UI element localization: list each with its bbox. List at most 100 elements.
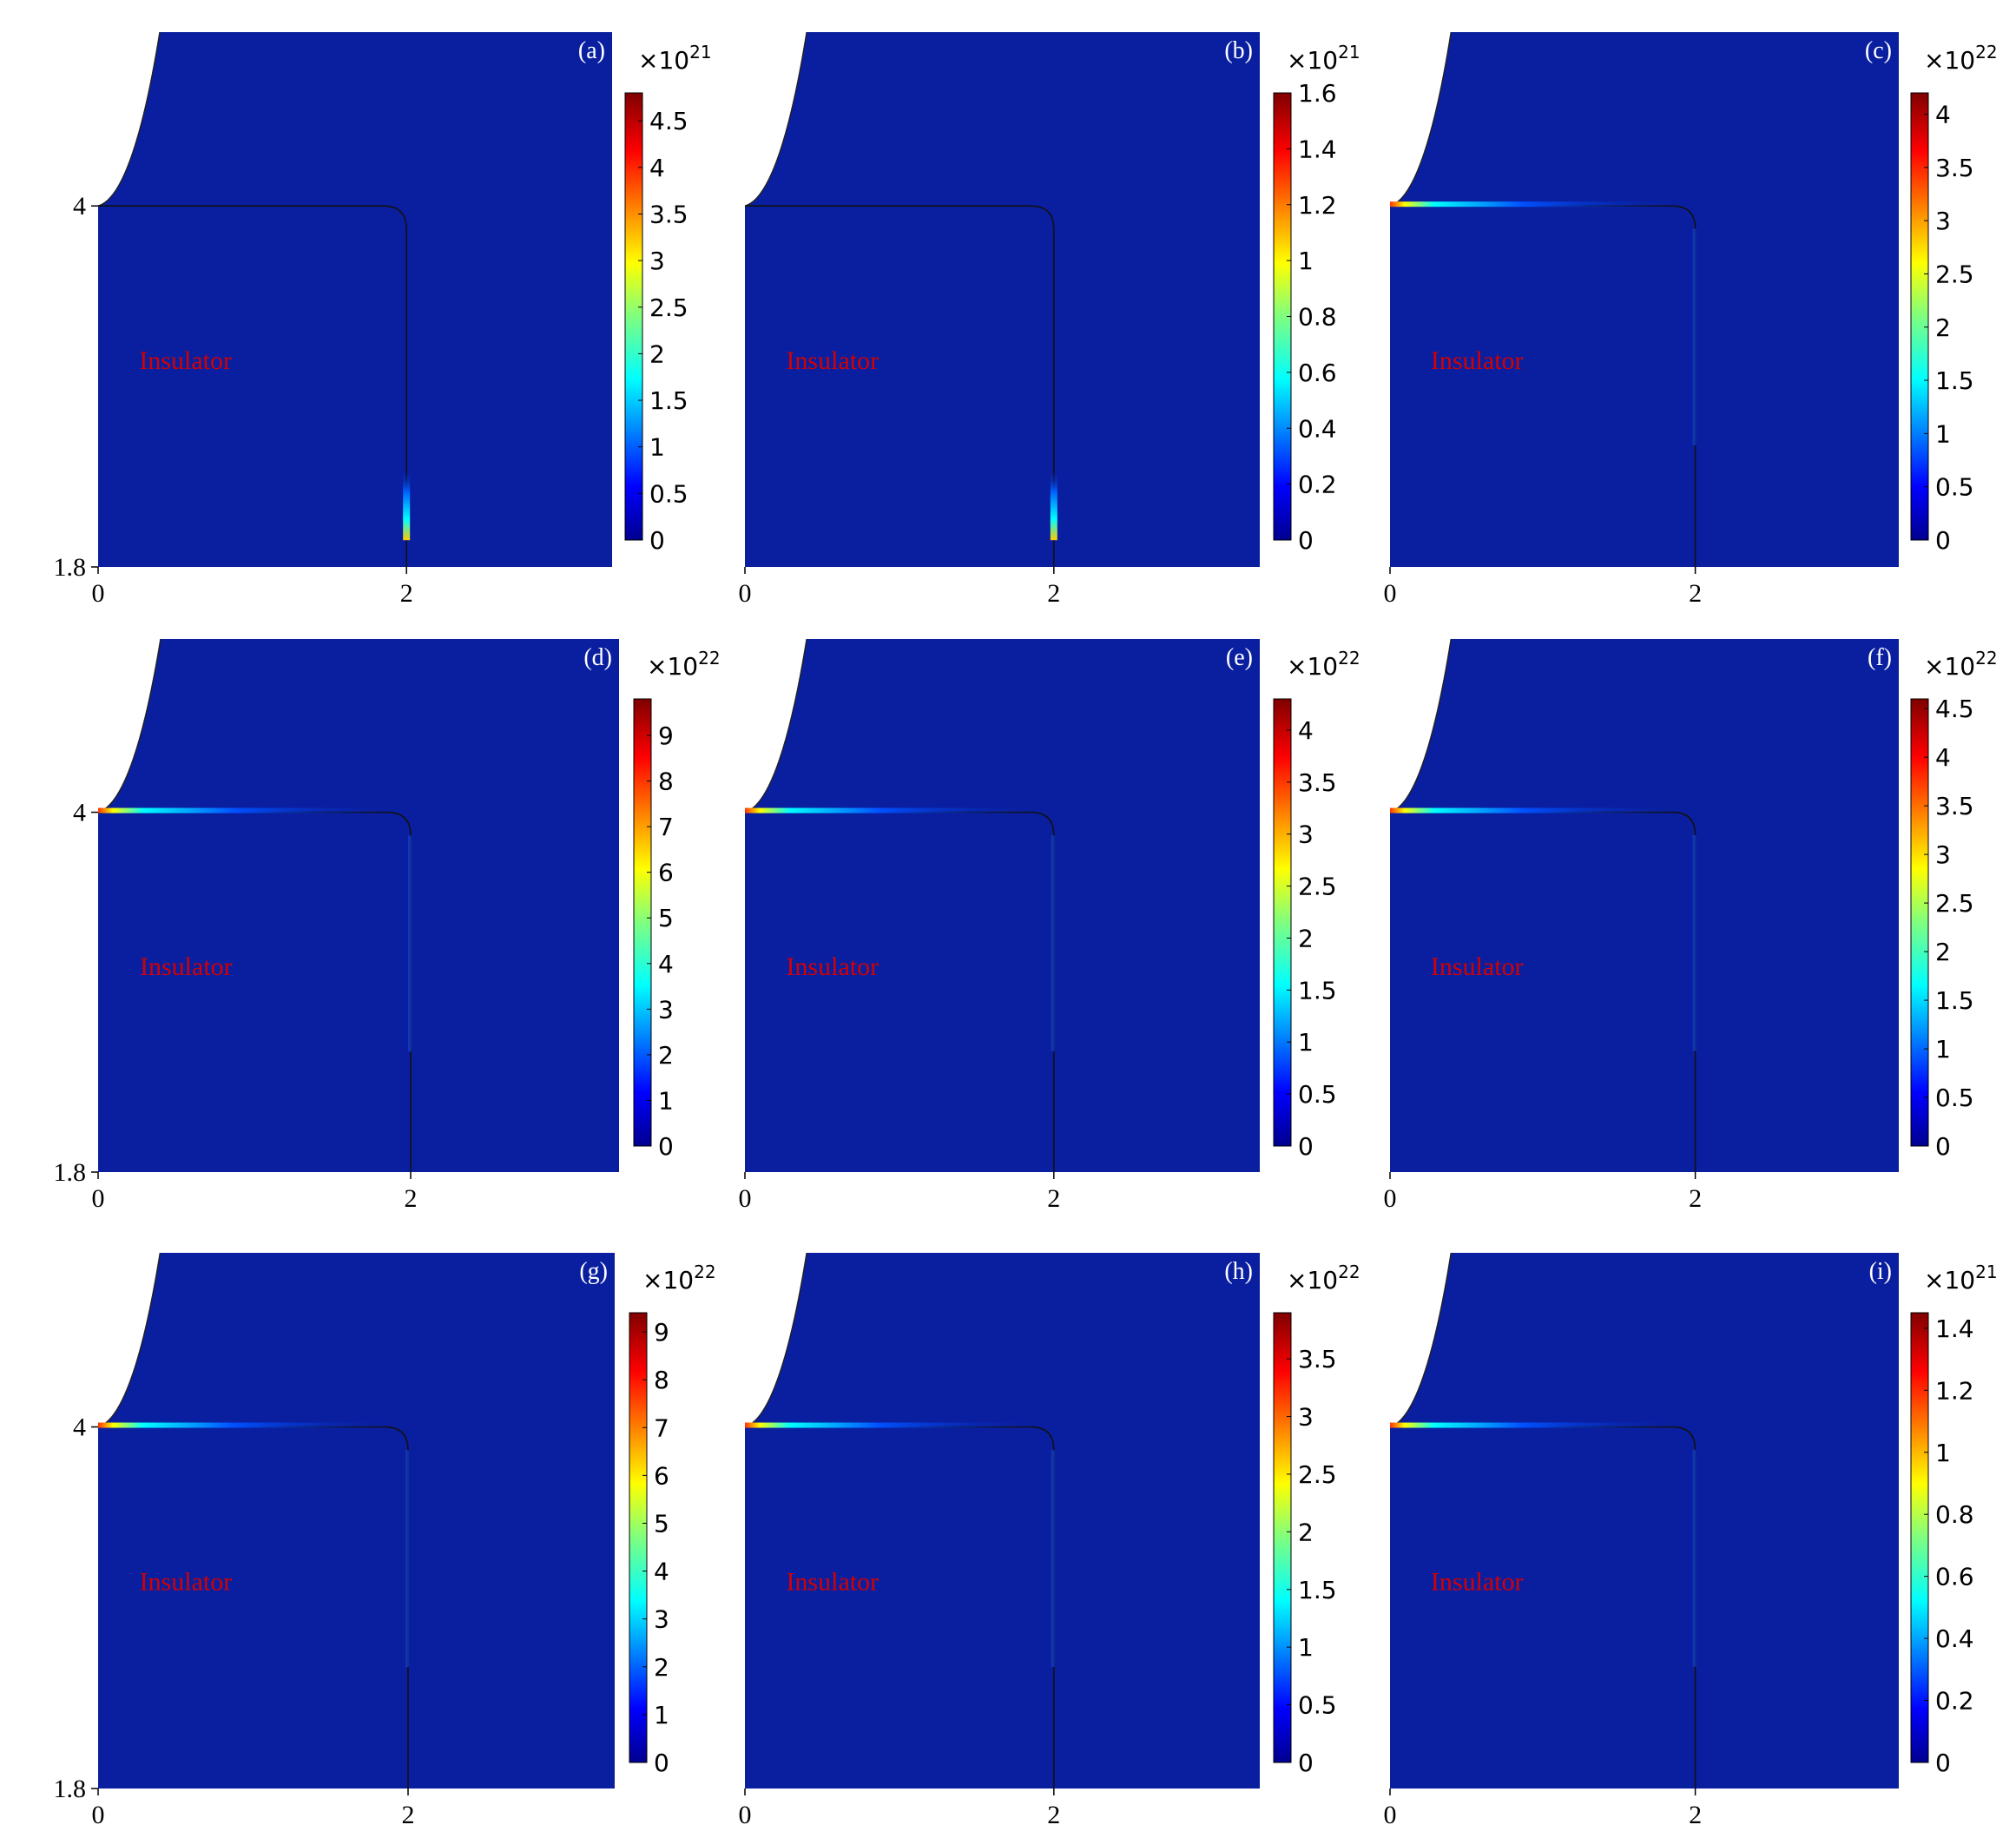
x-tick-label: 2 xyxy=(400,579,413,608)
colorbar-exponent: ×1022 xyxy=(647,648,721,681)
electrode-region xyxy=(98,1253,161,1427)
colorbar-tick-label: 3 xyxy=(649,247,665,275)
hotspot-surface xyxy=(1390,807,1685,814)
colorbar-tick-label: 0.4 xyxy=(1298,414,1337,443)
panel-label: (i) xyxy=(1869,1258,1892,1285)
colorbar-tick-label: 3 xyxy=(1298,820,1314,849)
hotspot-edge xyxy=(1050,471,1057,541)
x-tick-label: 2 xyxy=(1047,1184,1060,1213)
colorbar-frame xyxy=(1273,698,1292,1147)
colorbar xyxy=(1911,93,1928,540)
panel-f: Insulator (f) 0 2 ×1022 0 0.5 1 1.5 2 2.5 3 3.5 4 4.5 xyxy=(1384,638,1998,1213)
x-tick-label: 2 xyxy=(1689,579,1702,608)
y-tick-label: 1.8 xyxy=(54,553,87,582)
colorbar-tick-label: 1.5 xyxy=(649,386,688,415)
insulator-label: Insulator xyxy=(139,346,232,375)
exponent-power: 21 xyxy=(689,42,711,63)
hotspot-surface xyxy=(1390,201,1685,208)
colorbar-tick-label: 5 xyxy=(654,1509,669,1538)
insulator-label: Insulator xyxy=(1431,1568,1524,1597)
exponent-power: 22 xyxy=(1975,42,1997,63)
x-tick-label: 0 xyxy=(739,579,752,608)
hotspot-surface xyxy=(745,807,1044,814)
colorbar-tick-label: 0 xyxy=(1298,1749,1314,1777)
x-tick-label: 2 xyxy=(1689,1184,1702,1213)
electrode-region xyxy=(98,639,161,813)
colorbar-tick-label: 8 xyxy=(658,767,674,796)
hotspot-surface xyxy=(745,1422,1044,1428)
colorbar-frame xyxy=(624,92,643,541)
insulator-label: Insulator xyxy=(140,952,233,981)
panel-label: (e) xyxy=(1226,644,1253,671)
colorbar-tick-label: 1.4 xyxy=(1298,135,1337,163)
heatmap-field xyxy=(98,639,619,1172)
y-tick-label: 4 xyxy=(73,192,86,221)
colorbar-tick-label: 3 xyxy=(658,995,674,1024)
panel-h: Insulator (h) 0 2 ×1022 0 0.5 1 1.5 2 2.5 3 3.5 xyxy=(739,1252,1360,1829)
hotspot-side xyxy=(408,835,412,1052)
colorbar xyxy=(1911,699,1928,1146)
electrode-region xyxy=(745,32,807,207)
electrode-region xyxy=(1390,32,1452,207)
panel-label: (g) xyxy=(579,1258,608,1285)
insulator-boundary xyxy=(98,205,407,567)
exponent-power: 21 xyxy=(1338,42,1360,63)
panel-label: (c) xyxy=(1865,37,1892,64)
colorbar xyxy=(1274,1313,1291,1762)
colorbar-tick-label: 3 xyxy=(1935,207,1951,235)
colorbar-tick-label: 0 xyxy=(1298,526,1314,555)
electrode-boundary xyxy=(744,638,807,814)
electrode-region xyxy=(1390,1253,1452,1427)
colorbar-tick-label: 2 xyxy=(1935,313,1951,342)
colorbar-tick-label: 8 xyxy=(654,1366,669,1394)
colorbar-tick-label: 1.5 xyxy=(1935,986,1974,1015)
exponent-base: ×10 xyxy=(1924,652,1975,681)
colorbar-tick-label: 0 xyxy=(654,1749,669,1777)
colorbar xyxy=(634,699,651,1146)
exponent-base: ×10 xyxy=(1287,652,1338,681)
colorbar-tick-label: 1.2 xyxy=(1935,1376,1974,1405)
electrode-region xyxy=(745,1253,807,1427)
insulator-label: Insulator xyxy=(786,1568,879,1597)
panel-c: Insulator (c) 0 2 ×1022 0 0.5 1 1.5 2 2.5 3 3.5 4 xyxy=(1384,31,1998,608)
colorbar-tick-label: 2.5 xyxy=(1935,260,1974,288)
y-tick-label: 1.8 xyxy=(54,1158,87,1187)
insulator-label: Insulator xyxy=(1431,346,1524,375)
colorbar-tick-label: 2 xyxy=(649,339,665,368)
colorbar-exponent: ×1021 xyxy=(1287,42,1360,75)
exponent-base: ×10 xyxy=(1287,1266,1338,1295)
colorbar-tick-label: 4 xyxy=(1935,101,1951,129)
colorbar-tick-label: 1.4 xyxy=(1935,1314,1974,1343)
x-tick-label: 0 xyxy=(1384,1184,1397,1213)
colorbar-tick-label: 1 xyxy=(1935,1439,1951,1467)
x-tick-label: 2 xyxy=(1689,1801,1702,1829)
heatmap-field xyxy=(745,1253,1260,1789)
panel-i: Insulator (i) 0 2 ×1021 0 0.2 0.4 0.6 0.8 1 1.2 1.4 xyxy=(1384,1252,1998,1829)
insulator-label: Insulator xyxy=(140,1568,233,1597)
colorbar-exponent: ×1021 xyxy=(638,42,712,75)
colorbar-tick-label: 9 xyxy=(658,721,674,750)
colorbar-tick-label: 0 xyxy=(1935,1749,1951,1777)
colorbar xyxy=(625,93,642,540)
exponent-base: ×10 xyxy=(1924,1266,1975,1295)
colorbar-tick-label: 3 xyxy=(654,1605,669,1634)
panel-a: Insulator(a)41.80 2×102100.511.522.533.54… xyxy=(54,31,712,608)
colorbar-tick-label: 4 xyxy=(1935,743,1951,772)
colorbar-frame xyxy=(633,698,652,1147)
panel-b: Insulator (b) 0 2 ×1021 0 0.2 0.4 0.6 0.8 1 1.2 1.4 1… xyxy=(739,31,1360,608)
colorbar-tick-label: 6 xyxy=(658,859,674,887)
colorbar-tick-label: 0.8 xyxy=(1935,1500,1974,1529)
exponent-power: 22 xyxy=(1338,1262,1360,1282)
colorbar-tick-label: 2 xyxy=(1298,1518,1314,1546)
x-tick-label: 0 xyxy=(92,1801,105,1829)
panels-layer: Insulator(a)41.80 2×102100.511.522.533.54… xyxy=(54,31,1998,1829)
colorbar-tick-label: 4 xyxy=(649,154,665,182)
colorbar-tick-label: 5 xyxy=(658,904,674,932)
colorbar xyxy=(1911,1313,1928,1762)
colorbar-tick-label: 0.6 xyxy=(1935,1563,1974,1591)
colorbar-tick-label: 0.2 xyxy=(1298,471,1337,499)
heatmap-field xyxy=(1390,32,1899,567)
colorbar-frame xyxy=(1910,92,1929,541)
x-tick-label: 0 xyxy=(739,1801,752,1829)
